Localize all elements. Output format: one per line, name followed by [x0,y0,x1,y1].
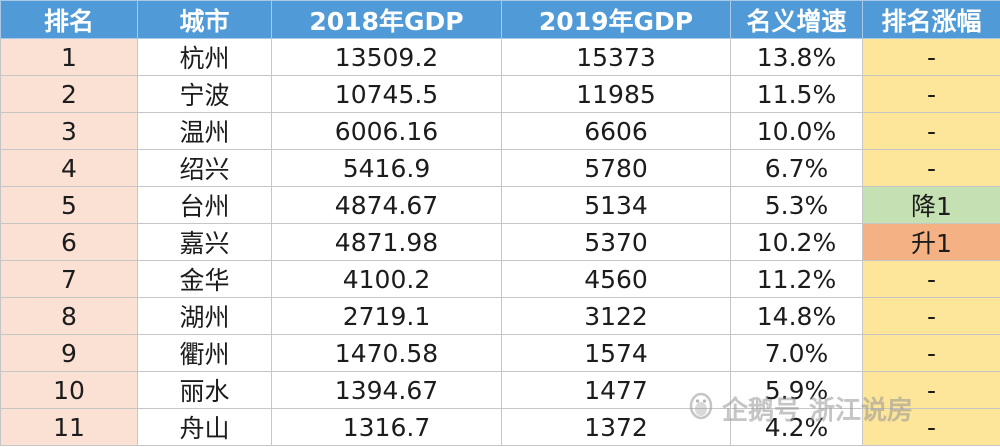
growth-cell[interactable]: 14.8% [730,297,863,335]
rank-cell[interactable]: 9 [0,334,138,372]
rank-change-cell[interactable]: 升1 [862,223,1000,261]
rank-change-cell[interactable]: - [862,334,1000,372]
gdp-2018-cell[interactable]: 1394.67 [271,371,502,409]
growth-cell[interactable]: 6.7% [730,149,863,187]
city-cell[interactable]: 舟山 [137,408,272,446]
growth-cell[interactable]: 5.9% [730,371,863,409]
table-row: 1 杭州 13509.2 15373 13.8% - [0,38,1000,76]
gdp-2019-cell[interactable]: 3122 [501,297,731,335]
growth-cell[interactable]: 11.5% [730,75,863,113]
rank-change-cell[interactable]: - [862,297,1000,335]
header-row: 排名 城市 2018年GDP 2019年GDP 名义增速 排名涨幅 [0,0,1000,39]
gdp-2019-cell[interactable]: 5780 [501,149,731,187]
growth-cell[interactable]: 13.8% [730,38,863,76]
city-cell[interactable]: 宁波 [137,75,272,113]
city-cell[interactable]: 金华 [137,260,272,298]
header-city[interactable]: 城市 [137,0,272,39]
table-row: 6 嘉兴 4871.98 5370 10.2% 升1 [0,223,1000,261]
table-row: 3 温州 6006.16 6606 10.0% - [0,112,1000,150]
gdp-2019-cell[interactable]: 11985 [501,75,731,113]
gdp-2019-cell[interactable]: 6606 [501,112,731,150]
rank-change-cell[interactable]: 降1 [862,186,1000,224]
table-body: 1 杭州 13509.2 15373 13.8% - 2 宁波 10745.5 … [0,38,1000,446]
gdp-2019-cell[interactable]: 4560 [501,260,731,298]
rank-cell[interactable]: 11 [0,408,138,446]
gdp-2019-cell[interactable]: 1372 [501,408,731,446]
city-cell[interactable]: 绍兴 [137,149,272,187]
rank-change-cell[interactable]: - [862,408,1000,446]
city-cell[interactable]: 衢州 [137,334,272,372]
gdp-2018-cell[interactable]: 4874.67 [271,186,502,224]
header-growth[interactable]: 名义增速 [730,0,863,39]
gdp-2019-cell[interactable]: 5370 [501,223,731,261]
rank-change-cell[interactable]: - [862,112,1000,150]
gdp-2019-cell[interactable]: 1477 [501,371,731,409]
rank-change-cell[interactable]: - [862,371,1000,409]
header-gdp-2018[interactable]: 2018年GDP [271,0,502,39]
city-cell[interactable]: 湖州 [137,297,272,335]
header-rank-change[interactable]: 排名涨幅 [862,0,1000,39]
table-row: 4 绍兴 5416.9 5780 6.7% - [0,149,1000,187]
table-row: 2 宁波 10745.5 11985 11.5% - [0,75,1000,113]
rank-change-cell[interactable]: - [862,260,1000,298]
rank-change-cell[interactable]: - [862,149,1000,187]
gdp-2018-cell[interactable]: 1316.7 [271,408,502,446]
city-cell[interactable]: 丽水 [137,371,272,409]
rank-cell[interactable]: 10 [0,371,138,409]
rank-cell[interactable]: 7 [0,260,138,298]
rank-cell[interactable]: 8 [0,297,138,335]
gdp-2019-cell[interactable]: 15373 [501,38,731,76]
city-cell[interactable]: 温州 [137,112,272,150]
table-row: 8 湖州 2719.1 3122 14.8% - [0,297,1000,335]
growth-cell[interactable]: 7.0% [730,334,863,372]
growth-cell[interactable]: 5.3% [730,186,863,224]
gdp-2018-cell[interactable]: 4871.98 [271,223,502,261]
rank-change-cell[interactable]: - [862,75,1000,113]
table-row: 5 台州 4874.67 5134 5.3% 降1 [0,186,1000,224]
gdp-2018-cell[interactable]: 4100.2 [271,260,502,298]
table-row: 9 衢州 1470.58 1574 7.0% - [0,334,1000,372]
table-row: 10 丽水 1394.67 1477 5.9% - [0,371,1000,409]
header-rank[interactable]: 排名 [0,0,138,39]
gdp-2019-cell[interactable]: 1574 [501,334,731,372]
rank-cell[interactable]: 4 [0,149,138,187]
city-cell[interactable]: 嘉兴 [137,223,272,261]
gdp-2018-cell[interactable]: 6006.16 [271,112,502,150]
gdp-2018-cell[interactable]: 5416.9 [271,149,502,187]
table-row: 11 舟山 1316.7 1372 4.2% - [0,408,1000,446]
growth-cell[interactable]: 10.2% [730,223,863,261]
gdp-2018-cell[interactable]: 13509.2 [271,38,502,76]
rank-cell[interactable]: 1 [0,38,138,76]
gdp-2019-cell[interactable]: 5134 [501,186,731,224]
table-row: 7 金华 4100.2 4560 11.2% - [0,260,1000,298]
gdp-2018-cell[interactable]: 1470.58 [271,334,502,372]
gdp-2018-cell[interactable]: 2719.1 [271,297,502,335]
rank-change-cell[interactable]: - [862,38,1000,76]
growth-cell[interactable]: 4.2% [730,408,863,446]
gdp-2018-cell[interactable]: 10745.5 [271,75,502,113]
city-cell[interactable]: 杭州 [137,38,272,76]
rank-cell[interactable]: 3 [0,112,138,150]
growth-cell[interactable]: 10.0% [730,112,863,150]
rank-cell[interactable]: 6 [0,223,138,261]
header-gdp-2019[interactable]: 2019年GDP [501,0,731,39]
growth-cell[interactable]: 11.2% [730,260,863,298]
rank-cell[interactable]: 2 [0,75,138,113]
city-cell[interactable]: 台州 [137,186,272,224]
rank-cell[interactable]: 5 [0,186,138,224]
